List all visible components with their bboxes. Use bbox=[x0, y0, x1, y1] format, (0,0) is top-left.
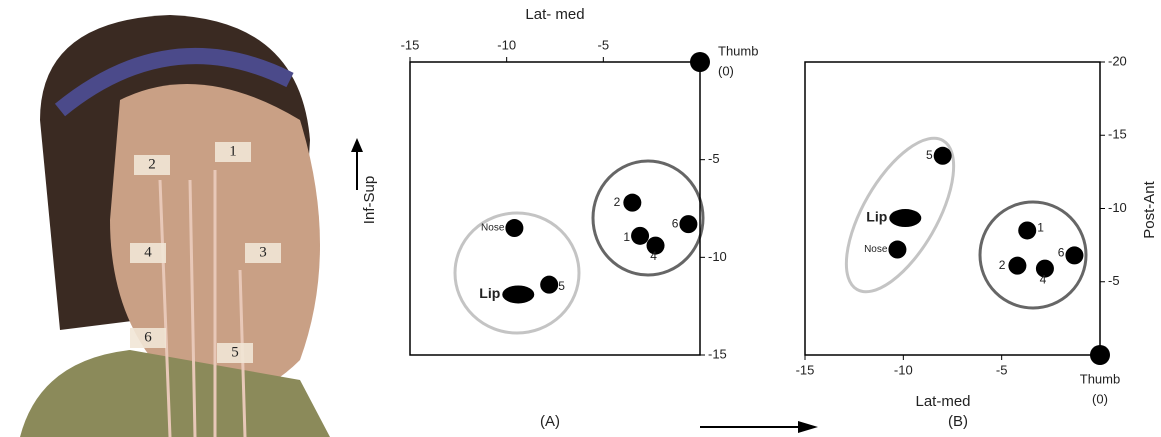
data-point bbox=[505, 219, 523, 237]
point-label: 6 bbox=[672, 216, 679, 230]
data-point bbox=[889, 209, 921, 227]
y-tick-label: -15 bbox=[708, 346, 727, 361]
y-tick-label: -5 bbox=[708, 151, 720, 166]
electrode-label: 3 bbox=[259, 244, 267, 260]
panel-caption: (A) bbox=[540, 413, 560, 430]
data-point bbox=[1008, 257, 1026, 275]
y-tick-label: -20 bbox=[1108, 53, 1127, 68]
figure: 1 2 3 4 5 6 -15 -10 -5 -5 -10 -15 Lat- med Inf-Sup (A)… bbox=[0, 0, 1161, 437]
point-label: Nose bbox=[864, 244, 888, 255]
electrode-label: 5 bbox=[231, 344, 239, 360]
reference-point bbox=[1090, 345, 1110, 365]
y-axis-label: Inf-Sup bbox=[361, 176, 378, 224]
panel-caption: (B) bbox=[948, 413, 968, 430]
data-point bbox=[934, 147, 952, 165]
point-label: Lip bbox=[479, 285, 500, 301]
data-point bbox=[502, 285, 534, 303]
data-point bbox=[623, 194, 641, 212]
arrow-head bbox=[351, 138, 363, 152]
point-label: 2 bbox=[614, 195, 621, 209]
x-tick-label: -15 bbox=[401, 37, 420, 52]
data-point bbox=[679, 215, 697, 233]
electrode-label: 2 bbox=[148, 156, 156, 172]
data-point bbox=[540, 276, 558, 294]
reference-note: (0) bbox=[718, 63, 734, 78]
panel-arrow bbox=[700, 421, 818, 433]
y-tick-label: -10 bbox=[708, 249, 727, 264]
data-point bbox=[1065, 246, 1083, 264]
y-tick-label: -15 bbox=[1108, 127, 1127, 142]
photo bbox=[0, 0, 340, 437]
point-label: 5 bbox=[558, 279, 565, 293]
x-tick-label: -10 bbox=[497, 37, 516, 52]
x-tick-label: -5 bbox=[598, 37, 610, 52]
y-tick-label: -5 bbox=[1108, 273, 1120, 288]
point-label: 1 bbox=[623, 230, 630, 244]
data-point bbox=[888, 241, 906, 259]
point-label: 1 bbox=[1037, 221, 1044, 235]
x-axis-label: Lat-med bbox=[915, 393, 970, 410]
point-label: 2 bbox=[999, 258, 1006, 272]
electrode-label: 6 bbox=[144, 329, 152, 345]
x-axis-label: Lat- med bbox=[525, 6, 584, 23]
electrode-label: 4 bbox=[144, 244, 152, 260]
point-label: 5 bbox=[926, 148, 933, 162]
reference-label: Thumb bbox=[718, 43, 758, 58]
arrow-head bbox=[798, 421, 818, 433]
y-axis-label: Post-Ant bbox=[1141, 180, 1158, 238]
x-tick-label: -10 bbox=[894, 362, 913, 377]
point-label: 4 bbox=[650, 249, 657, 263]
y-tick-label: -10 bbox=[1108, 200, 1127, 215]
point-label: Lip bbox=[866, 209, 887, 225]
plot-frame bbox=[410, 62, 700, 355]
data-point bbox=[1018, 221, 1036, 239]
point-label: 6 bbox=[1058, 246, 1065, 260]
electrode-label: 1 bbox=[229, 143, 237, 159]
reference-point bbox=[690, 52, 710, 72]
reference-label: Thumb bbox=[1080, 371, 1120, 386]
reference-note: (0) bbox=[1092, 391, 1108, 406]
data-point bbox=[631, 227, 649, 245]
point-label: Nose bbox=[481, 223, 505, 234]
x-tick-label: -5 bbox=[996, 362, 1008, 377]
x-tick-label: -15 bbox=[796, 362, 815, 377]
point-label: 4 bbox=[1040, 273, 1047, 287]
